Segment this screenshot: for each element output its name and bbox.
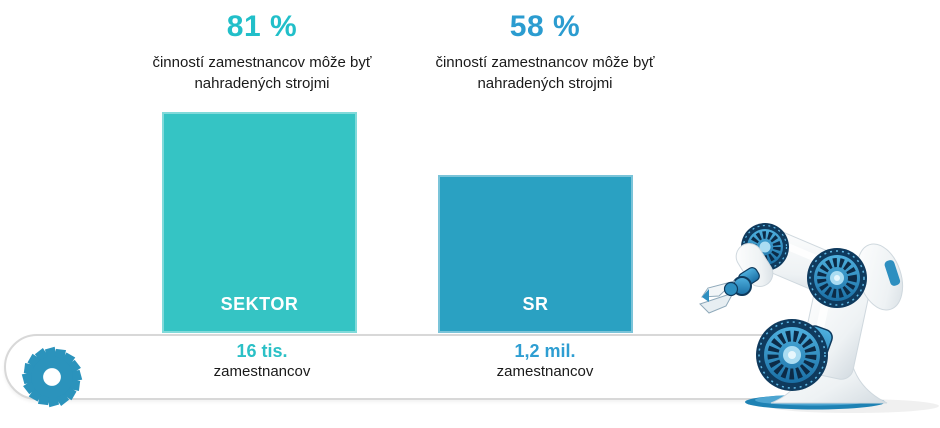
stat-description-line1: činností zamestnancov môže byť [152,54,372,71]
bar-label-sr: SR [522,294,549,314]
stat-value-sektor: 81 % [226,10,298,43]
bar-sektor: SEKTOR [162,112,357,333]
stat-description-sektor: činností zamestnancov môže byť nahradený… [102,52,422,94]
stat-description-line1: činností zamestnancov môže byť [435,54,655,71]
gear-icon [20,345,84,409]
bar-label-sektor: SEKTOR [220,294,299,314]
stat-description-line2: nahradených strojmi [194,75,330,92]
stat-value-sr: 58 % [509,10,581,43]
employees-capsule [4,334,830,400]
bar-sr: SR [438,175,633,333]
stat-description-sr: činností zamestnancov môže byť nahradený… [385,52,705,94]
employees-label-sektor: zamestnancov [213,363,311,380]
robot-arm-image [665,185,940,428]
employees-count-sektor: 16 tis. [236,341,288,361]
stat-description-line2: nahradených strojmi [477,75,613,92]
employees-label-sr: zamestnancov [496,363,594,380]
employees-count-sr: 1,2 mil. [514,341,576,361]
